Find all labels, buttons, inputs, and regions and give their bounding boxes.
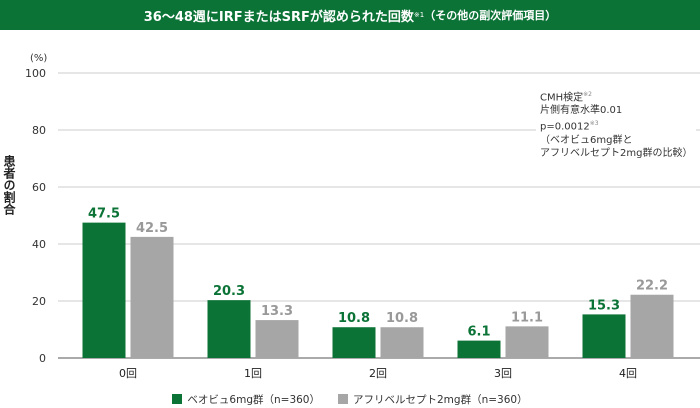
bar — [582, 314, 626, 358]
y-tick-label: 40 — [32, 238, 46, 251]
x-tick-label: 4回 — [619, 367, 637, 380]
bar — [130, 236, 174, 358]
bar — [82, 222, 126, 358]
legend-label: アフリベルセプト2mg群（n=360） — [353, 394, 528, 406]
bar — [380, 327, 424, 358]
note-line: アフリベルセプト2mg群の比較） — [540, 147, 693, 159]
y-tick-label: 80 — [32, 124, 46, 137]
note-mark: ※3 — [589, 120, 599, 128]
chart-title: 36～48週にIRFまたはSRFが認められた回数 ※1 （その他の副次評価項目） — [0, 0, 700, 30]
y-tick-label: 20 — [32, 295, 46, 308]
note-line: （ベオビュ6mg群と — [540, 134, 633, 146]
y-unit-label: (%) — [30, 53, 47, 64]
x-tick-label: 3回 — [494, 367, 512, 380]
note-line: CMH検定 — [540, 92, 584, 104]
data-label: 6.1 — [467, 325, 490, 340]
note-mark: ※2 — [583, 91, 592, 98]
data-label: 10.8 — [338, 311, 370, 326]
legend: ベオビュ6mg群（n=360） アフリベルセプト2mg群（n=360） — [0, 392, 700, 407]
x-tick-label: 2回 — [369, 367, 387, 380]
bar — [457, 340, 501, 358]
legend-item: アフリベルセプト2mg群（n=360） — [338, 392, 528, 407]
x-tick-label: 1回 — [244, 367, 262, 380]
data-label: 42.5 — [136, 221, 168, 236]
legend-swatch — [172, 394, 183, 404]
y-tick-label: 0 — [39, 352, 46, 365]
note-line: 片側有意水準0.01 — [540, 105, 623, 117]
data-label: 11.1 — [511, 310, 543, 325]
statistics-annotation: CMH検定※2 片側有意水準0.01 p=0.0012※3 （ベオビュ6mg群と… — [536, 88, 697, 160]
note-line: p=0.0012 — [540, 121, 590, 133]
legend-label: ベオビュ6mg群（n=360） — [187, 394, 320, 406]
bar — [255, 320, 299, 358]
y-axis-label: 患者の割合 — [2, 155, 16, 215]
data-label: 15.3 — [588, 298, 620, 313]
bar — [630, 294, 674, 358]
x-tick-label: 0回 — [119, 367, 137, 380]
bar — [505, 326, 549, 358]
data-label: 22.2 — [636, 279, 668, 294]
data-label: 10.8 — [386, 311, 418, 326]
bar — [332, 327, 376, 358]
legend-item: ベオビュ6mg群（n=360） — [172, 392, 320, 407]
bar — [207, 300, 251, 358]
title-subtitle: （その他の副次評価項目） — [424, 9, 557, 22]
data-label: 47.5 — [88, 207, 120, 222]
data-label: 20.3 — [213, 284, 245, 299]
title-footnote-mark: ※1 — [413, 11, 425, 19]
y-tick-label: 60 — [32, 181, 46, 194]
title-text: 36～48週にIRFまたはSRFが認められた回数 — [143, 9, 414, 25]
data-label: 13.3 — [261, 304, 293, 319]
legend-swatch — [338, 394, 348, 404]
y-tick-label: 100 — [25, 67, 46, 80]
